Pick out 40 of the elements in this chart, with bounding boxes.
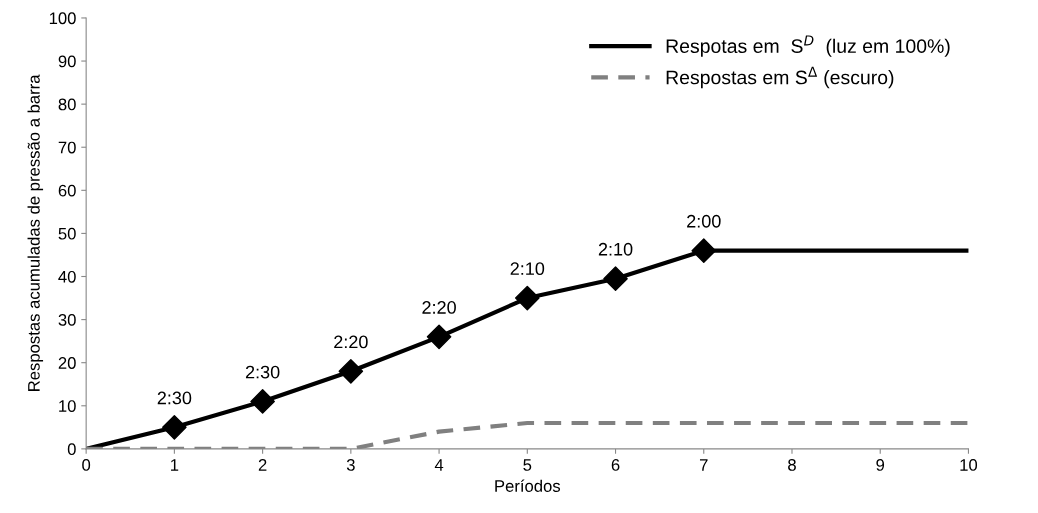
- x-tick-label: 2: [258, 459, 267, 471]
- y-tick-label: 10: [59, 400, 76, 412]
- y-tick-label: 90: [58, 55, 76, 68]
- annotation: 2:30: [245, 365, 280, 379]
- x-axis-title: Períodos: [495, 479, 561, 492]
- annotation: 2:20: [422, 301, 456, 314]
- x-tick-label: 6: [611, 459, 620, 471]
- x-tick-label: 0: [82, 459, 91, 471]
- y-tick-label: 30: [58, 314, 76, 326]
- y-tick-label: 40: [58, 270, 76, 283]
- x-tick-label: 10: [960, 459, 978, 471]
- annotation: 2:00: [687, 214, 721, 228]
- point: [162, 415, 187, 440]
- annotation: 2:30: [157, 391, 192, 405]
- x-tick-label: 8: [788, 459, 796, 471]
- annotation: 2:10: [598, 242, 633, 256]
- point: [514, 285, 540, 311]
- y-tick-label: 70: [58, 141, 76, 154]
- x-tick-label: 7: [699, 459, 708, 471]
- annotation: 2:10: [510, 262, 545, 276]
- x-tick-label: 1: [171, 459, 179, 471]
- point: [250, 389, 275, 414]
- annotation: 2:20: [334, 335, 368, 349]
- y-tick-label: 80: [58, 98, 76, 111]
- x-tick-label: 5: [523, 459, 532, 471]
- legend-label: Respostas em S$^{Δ}$ (escuro): [666, 66, 894, 89]
- y-tick-label: 0: [67, 443, 76, 456]
- point: [691, 238, 717, 263]
- y-tick-label: 20: [58, 357, 76, 369]
- point: [338, 358, 364, 384]
- y-axis-title: Respostas acumuladas de pressão a barra: [27, 74, 44, 391]
- legend-label: Respotas em S$^{D}$ (luz em 100%): [666, 35, 950, 57]
- y-tick-label: 60: [58, 184, 76, 197]
- x-tick-label: 3: [346, 459, 355, 471]
- point: [603, 266, 628, 291]
- y-tick-label: 100: [49, 12, 76, 25]
- x-tick-label: 4: [434, 459, 444, 471]
- x-tick-label: 9: [876, 459, 885, 471]
- point: [426, 324, 452, 350]
- y-tick-label: 50: [58, 227, 76, 240]
